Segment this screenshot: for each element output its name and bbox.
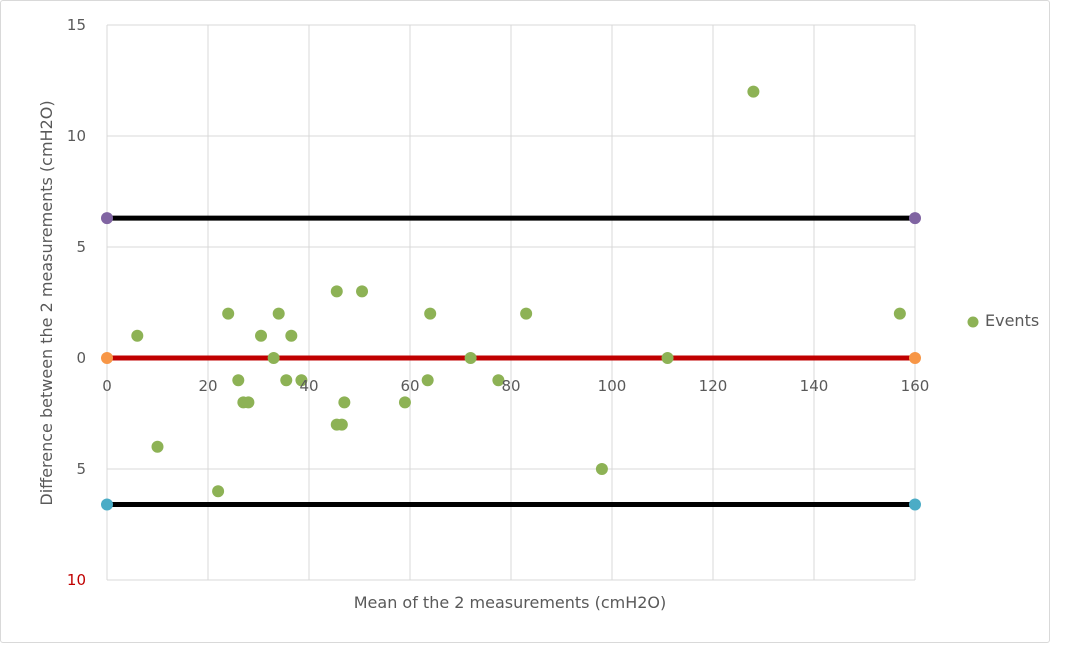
data-point (464, 352, 477, 364)
data-point (212, 485, 225, 498)
legend-marker (967, 316, 979, 328)
chart-frame (0, 0, 1050, 643)
reference-marker (101, 212, 113, 225)
x-tick-label: 140 (800, 377, 829, 395)
reference-marker (909, 498, 921, 511)
y-tick-labels: 15 10 5 0 5 10 (67, 16, 86, 589)
data-points (131, 85, 906, 498)
x-tick-label: 40 (299, 377, 318, 395)
data-point (232, 374, 245, 387)
x-tick-labels: 0 20 40 60 80 100 120 140 160 (102, 377, 929, 395)
data-point (242, 396, 255, 409)
x-tick-label: 160 (901, 377, 930, 395)
y-tick-label: 5 (76, 460, 86, 478)
x-axis-label: Mean of the 2 measurements (cmH2O) (354, 593, 667, 612)
data-point (398, 396, 411, 409)
y-axis-label: Difference between the 2 measurements (c… (37, 100, 56, 505)
data-point (222, 307, 235, 320)
reference-marker (101, 352, 113, 364)
x-tick-label: 20 (198, 377, 217, 395)
grid (106, 24, 916, 581)
y-tick-label: 15 (67, 16, 86, 34)
reference-marker (909, 352, 921, 364)
data-point (595, 463, 608, 475)
data-point (330, 285, 343, 298)
x-tick-label: 0 (102, 377, 112, 395)
data-point (272, 307, 285, 320)
data-point (520, 307, 533, 320)
data-point (893, 307, 906, 320)
y-tick-label: 10 (67, 127, 86, 145)
reference-marker (101, 498, 113, 511)
data-point (661, 352, 674, 364)
x-tick-label: 60 (400, 377, 419, 395)
data-point (335, 418, 348, 431)
data-point (421, 374, 434, 387)
data-point (295, 374, 308, 387)
data-point (424, 307, 437, 320)
data-point (131, 329, 144, 342)
x-tick-label: 100 (598, 377, 627, 395)
legend-label: Events (985, 311, 1039, 330)
reference-marker (909, 212, 921, 225)
data-point (151, 440, 164, 453)
legend: Events (967, 311, 1039, 330)
data-point (356, 285, 369, 298)
data-point (492, 374, 505, 387)
data-point (747, 85, 760, 98)
data-point (338, 396, 351, 409)
data-point (267, 352, 280, 364)
y-tick-label: 5 (76, 238, 86, 256)
data-point (285, 329, 298, 342)
y-tick-label: 0 (76, 349, 86, 367)
data-point (255, 329, 268, 342)
x-tick-label: 120 (699, 377, 728, 395)
reference-lines (101, 212, 921, 511)
data-point (280, 374, 293, 387)
x-tick-label: 80 (501, 377, 520, 395)
y-tick-label: 10 (67, 571, 86, 589)
